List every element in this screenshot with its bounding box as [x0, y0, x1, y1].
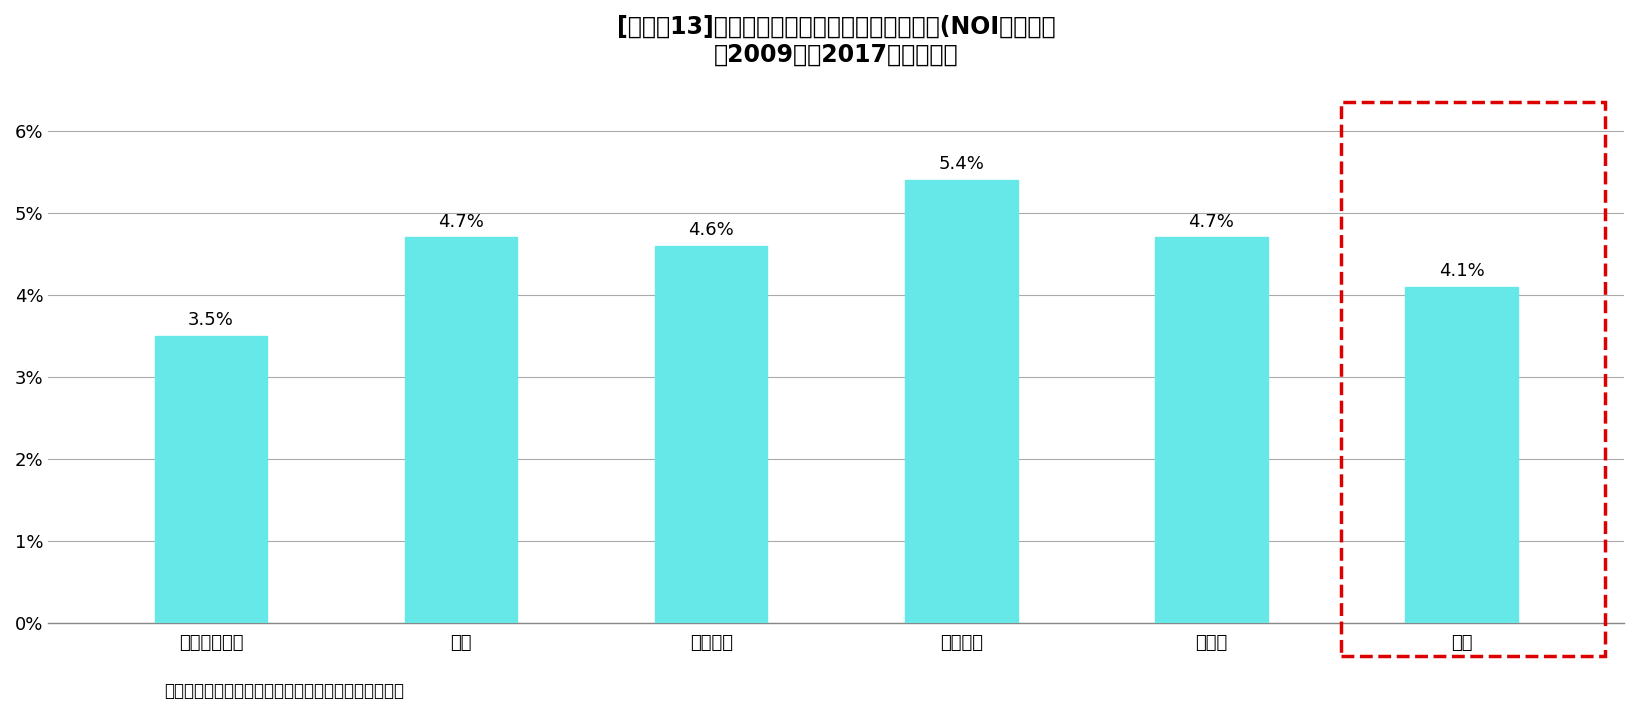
Bar	[1341, 102, 1605, 656]
Text: 3.5%: 3.5%	[188, 311, 234, 329]
Bar	[656, 245, 767, 623]
Bar	[405, 238, 518, 623]
Bar	[1155, 238, 1267, 623]
Bar	[154, 336, 267, 623]
Text: 4.1%: 4.1%	[1439, 262, 1485, 280]
Bar	[1405, 286, 1518, 623]
Text: 4.7%: 4.7%	[438, 213, 484, 230]
Text: 5.4%: 5.4%	[939, 156, 985, 173]
Text: 4.6%: 4.6%	[688, 221, 734, 239]
Text: 4.7%: 4.7%	[1188, 213, 1234, 230]
Bar	[905, 180, 1018, 623]
Title: [図表－13]：取得価額に対するインカム収益率(NOI利回り）
（2009年～2017年の平均）: [図表－13]：取得価額に対するインカム収益率(NOI利回り） （2009年～2…	[616, 15, 1056, 66]
Text: （出所）開示資料をもとにニッセイ基礎研究所が作成: （出所）開示資料をもとにニッセイ基礎研究所が作成	[164, 682, 403, 700]
